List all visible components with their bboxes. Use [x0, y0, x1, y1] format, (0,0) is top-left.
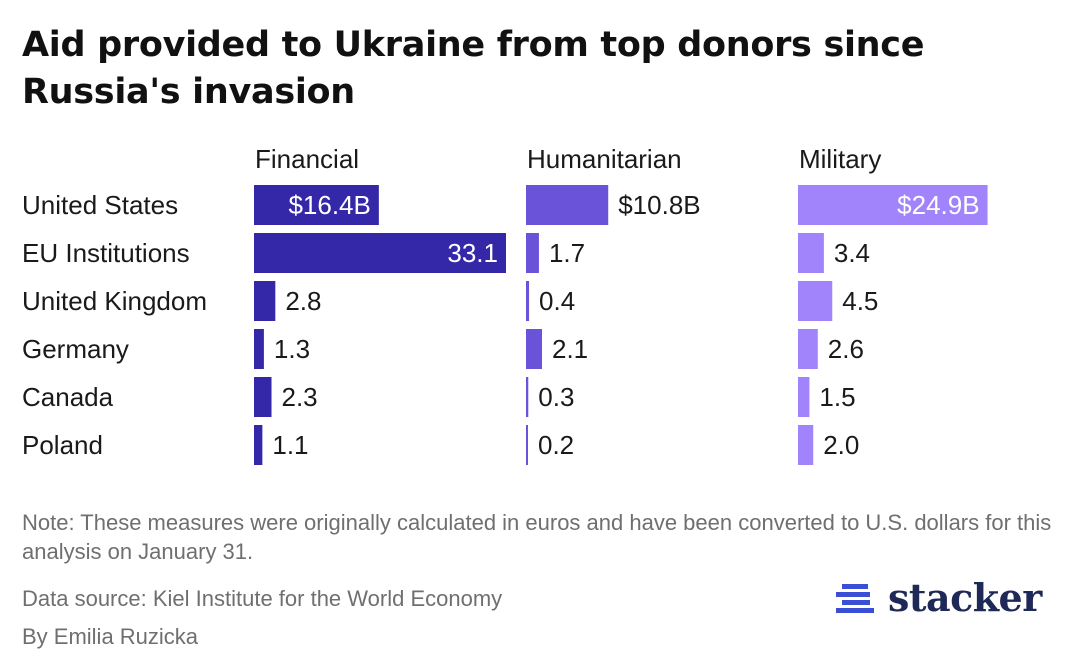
bar-military-poland — [798, 425, 814, 465]
category-label-united-states: United States — [22, 190, 178, 220]
data-label-humanitarian-germany: 2.1 — [552, 334, 588, 364]
data-label-financial-canada: 2.3 — [282, 382, 318, 412]
bar-chart: United States EU Institutions United Kingd… — [22, 144, 988, 465]
data-label-military-canada: 1.5 — [819, 382, 855, 412]
byline: By Emilia Ruzicka — [22, 624, 199, 649]
chart-title: Aid provided to Ukraine from top donors … — [22, 25, 925, 112]
bar-financial-poland — [254, 425, 263, 465]
stacker-logo-icon — [836, 584, 874, 613]
data-label-financial-eu-institutions: 33.1 — [447, 238, 498, 268]
chart-note: Note: These measures were originally cal… — [22, 510, 1052, 564]
category-label-united-kingdom: United Kingdom — [22, 286, 207, 316]
bar-military-united-states — [798, 185, 988, 225]
data-label-humanitarian-united-states: $10.8B — [618, 190, 700, 220]
category-label-eu-institutions: EU Institutions — [22, 238, 190, 268]
data-label-military-united-states: $24.9B — [897, 190, 979, 220]
data-source: Data source: Kiel Institute for the Worl… — [22, 586, 503, 611]
bar-military-canada — [798, 377, 810, 417]
data-label-financial-united-kingdom: 2.8 — [285, 286, 321, 316]
data-label-military-poland: 2.0 — [823, 430, 859, 460]
bar-financial-eu-institutions — [254, 233, 506, 273]
bar-humanitarian-germany — [526, 329, 542, 369]
bar-humanitarian-eu-institutions — [526, 233, 539, 273]
bar-humanitarian-united-states — [526, 185, 609, 225]
bar-military-eu-institutions — [798, 233, 824, 273]
bar-financial-canada — [254, 377, 272, 417]
data-label-humanitarian-eu-institutions: 1.7 — [549, 238, 585, 268]
bar-financial-united-states — [254, 185, 379, 225]
bar-humanitarian-united-kingdom — [526, 281, 530, 321]
category-label-canada: Canada — [22, 382, 114, 412]
panel-header-financial: Financial — [255, 144, 359, 174]
data-label-military-eu-institutions: 3.4 — [834, 238, 870, 268]
data-label-humanitarian-poland: 0.2 — [538, 430, 574, 460]
panel-header-military: Military — [799, 144, 881, 174]
bar-military-united-kingdom — [798, 281, 833, 321]
category-label-poland: Poland — [22, 430, 103, 460]
bar-financial-united-kingdom — [254, 281, 276, 321]
data-label-financial-germany: 1.3 — [274, 334, 310, 364]
data-label-financial-united-states: $16.4B — [288, 190, 370, 220]
stacker-wordmark: stacker — [888, 575, 1042, 620]
data-label-humanitarian-united-kingdom: 0.4 — [539, 286, 575, 316]
stacker-logo: stacker — [836, 576, 1042, 620]
category-label-germany: Germany — [22, 334, 129, 364]
bar-military-germany — [798, 329, 818, 369]
bar-humanitarian-canada — [526, 377, 529, 417]
data-label-humanitarian-canada: 0.3 — [538, 382, 574, 412]
bar-financial-germany — [254, 329, 264, 369]
bar-humanitarian-poland — [526, 425, 528, 465]
panel-header-humanitarian: Humanitarian — [527, 144, 682, 174]
data-label-military-germany: 2.6 — [828, 334, 864, 364]
data-label-financial-poland: 1.1 — [272, 430, 308, 460]
data-label-military-united-kingdom: 4.5 — [842, 286, 878, 316]
